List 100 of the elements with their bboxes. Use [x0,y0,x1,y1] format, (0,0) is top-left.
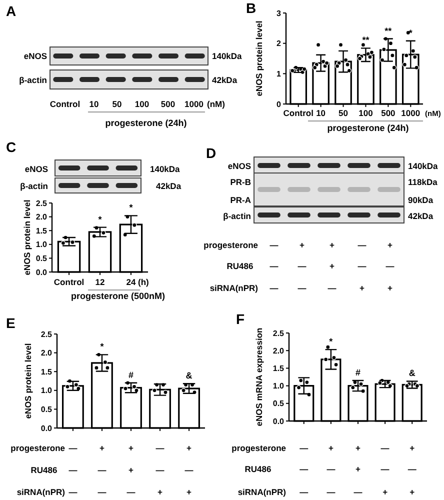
y-tick-label: 1.0 [36,240,48,250]
y-tick-label: 1.5 [36,226,48,236]
annotation: * [408,28,413,38]
category-label: + — — [326,443,336,497]
y-tick-label: 0 [276,100,282,109]
text: (h) [138,277,150,287]
text: PR-B [230,177,251,187]
text: β-actin [223,211,251,221]
category-label: + — + [386,240,394,293]
y-tick-label: 3 [276,8,282,18]
chart-title: E [6,315,16,331]
text: 90kDa [408,195,434,205]
annotation: # [128,370,134,380]
category-label: — — + [358,240,366,293]
y-tick-label: 2.5 [36,198,48,208]
y-axis-title: eNOS protein level [23,343,33,419]
category-label: + + — [126,443,136,497]
y-tick-label: 2.0 [40,348,53,358]
category-label: + — + [184,443,194,497]
text: eNOS [228,161,252,171]
text: progesterone [232,443,286,453]
text: 42kDa [212,75,238,85]
x-tick-label: 24 [126,277,136,287]
y-tick-label: 0.5 [36,254,48,263]
y-tick-label: 0.5 [272,399,285,408]
category-label: — — + [156,443,164,497]
x-tick-label: 500 [381,108,396,118]
category-label: + — — [98,443,106,497]
annotation: # [355,368,361,378]
annotation: & [408,368,416,378]
x-tick-label: 10 [316,108,326,118]
text: eNOS [24,51,48,61]
y-tick-label: 1.0 [40,386,53,396]
text: 118kDa [408,177,438,187]
text: progesterone [10,443,66,453]
chart-title: C [6,139,16,155]
x-axis-title: progesterone (24h) [327,123,409,133]
x-tick-label: 100 [358,108,374,118]
chart-title: F [236,311,245,327]
text: RU486 [244,464,272,474]
y-tick-label: 0.0 [272,416,285,426]
annotation: & [186,370,193,381]
text: siRNA(nPR) [210,283,258,293]
y-tick-label: 1.5 [272,364,285,373]
text: β-actin [19,75,47,85]
category-label: — — + [380,443,390,497]
y-axis-title: eNOS protein level [254,20,264,96]
category-label: — — — [300,443,308,497]
text: 140kDa [408,161,438,171]
category-label: 50 [112,99,122,109]
y-tick-label: 2.0 [36,212,48,222]
category-label: 500 [160,99,176,109]
x-tick-label: Control [283,108,314,118]
category-label: 10 [89,99,99,109]
text: 140kDa [150,164,180,174]
category-label: — — — [68,443,78,497]
category-label: + + — [354,443,362,497]
annotation: * [100,342,104,352]
y-tick-label: 1 [276,69,282,78]
annotation: ** [362,35,370,46]
y-tick-label: 1.0 [272,382,285,391]
text: RU486 [30,465,58,475]
text: PR-A [230,195,251,205]
annotation: ** [384,26,392,36]
y-tick-label: 0.0 [36,268,48,277]
x-axis-title: progesterone (500nM) [70,291,166,301]
category-label: + + — [328,240,336,293]
category-label: 1000 [184,99,204,109]
text: RU486 [226,261,254,271]
y-axis-title: eNOS protein level [22,200,32,276]
y-tick-label: 0.0 [40,424,53,433]
x-tick-label: 12 [95,277,105,287]
y-axis-title: eNOS mRNA expression [254,328,264,426]
y-tick-label: 0.5 [40,405,53,414]
category-label: — — — [270,240,278,293]
x-tick-label: Control [54,277,84,287]
text: 42kDa [156,181,182,191]
text: D [206,145,216,161]
category-label: 100 [134,99,150,109]
category-label: + — — [298,240,306,293]
text: A [6,3,16,19]
text: (nM) [207,99,226,109]
y-tick-label: 1.5 [40,367,53,376]
annotation: * [129,202,134,213]
chart-title: B [246,0,256,16]
category-label: + — + [408,443,416,497]
annotation: * [329,336,334,347]
text: eNOS [24,164,48,174]
text: siRNA(nPR) [16,487,66,497]
text: siRNA(nPR) [238,487,286,497]
y-tick-label: 2.0 [272,346,285,356]
text: progesterone (24h) [105,118,187,128]
text: β-actin [20,181,48,191]
y-tick-label: 2.5 [40,330,53,339]
text: 140kDa [212,51,242,61]
x-tick-label: 1000 [401,108,420,118]
annotation: * [98,214,102,224]
y-tick-label: 2 [276,39,282,48]
x-tick-label: 50 [338,108,348,118]
text: progesterone [204,240,258,250]
